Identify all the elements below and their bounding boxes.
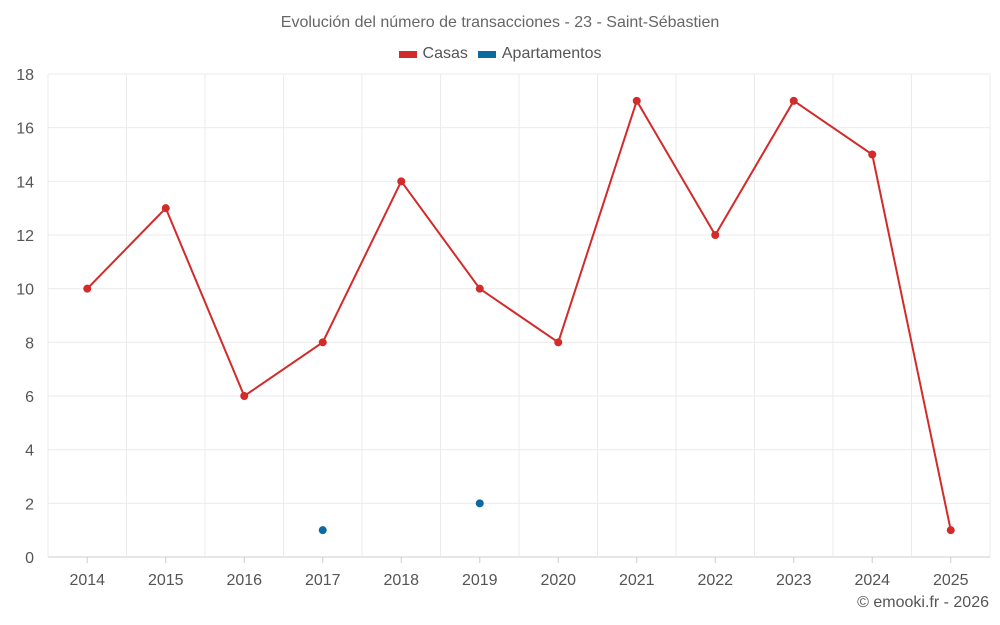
data-point-casas [789,96,798,105]
data-point-casas [711,231,720,239]
data-point-casas [554,338,563,347]
x-tick-label: 2022 [697,572,733,589]
x-tick-label: 2019 [462,572,498,589]
legend-swatch-casas [398,50,417,58]
x-tick-label: 2015 [148,572,184,589]
data-point-apartamentos [318,526,327,535]
data-point-casas [397,177,406,186]
data-point-apartamentos [475,499,484,508]
x-tick-label: 2021 [619,572,655,589]
data-point-casas [632,96,641,105]
legend-label-casas: Casas [422,45,468,62]
credit-text: © emooki.fr - 2026 [857,594,989,611]
data-point-casas [475,284,484,293]
legend-swatch-apartamentos [477,50,496,58]
y-tick-label: 0 [25,550,34,567]
data-point-casas [240,392,249,400]
x-tick-label: 2017 [305,572,341,589]
legend-label-apartamentos: Apartamentos [501,45,602,62]
x-tick-label: 2020 [540,572,576,589]
series-line-casas [86,98,952,531]
y-tick-label: 10 [16,282,34,299]
legend-item-casas[interactable]: Casas [398,45,468,63]
y-tick-label: 6 [25,389,34,406]
y-tick-label: 4 [25,443,34,460]
data-point-casas [318,338,327,347]
y-tick-label: 14 [16,174,34,191]
y-tick-label: 2 [25,496,34,513]
x-tick-label: 2018 [383,572,419,589]
y-tick-label: 18 [16,67,34,84]
x-tick-label: 2024 [854,572,890,589]
data-point-casas [161,204,170,213]
x-tick-label: 2023 [776,572,812,589]
y-tick-label: 12 [16,228,34,245]
data-point-casas [868,150,877,159]
data-point-casas [83,284,92,293]
y-tick-label: 16 [16,121,34,138]
x-tick-label: 2016 [226,572,262,589]
data-point-casas [946,526,955,535]
legend: Casas Apartamentos [0,45,1000,63]
chart-title: Evolución del número de transacciones - … [280,14,720,31]
y-tick-label: 8 [25,335,34,352]
x-tick-label: 2014 [69,572,105,589]
x-tick-label: 2025 [933,572,969,589]
legend-item-apartamentos[interactable]: Apartamentos [477,45,602,63]
